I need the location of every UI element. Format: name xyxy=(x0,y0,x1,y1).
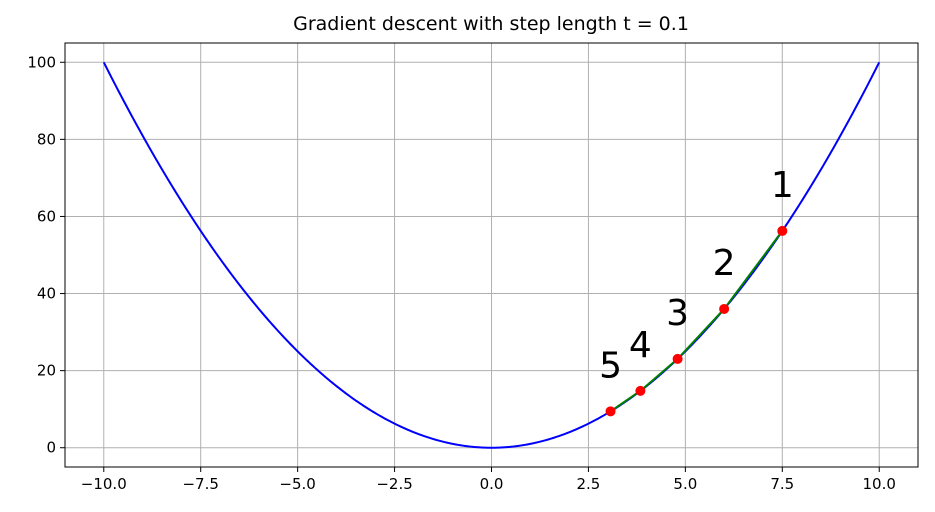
function-curve xyxy=(102,61,881,449)
descent-path-layer xyxy=(609,230,784,413)
x-tick-label: 7.5 xyxy=(770,475,794,493)
x-tick-label: 10.0 xyxy=(863,475,896,493)
descent-step-segment xyxy=(609,390,641,413)
iterate-point-3 xyxy=(672,353,683,364)
y-tick-label: 0 xyxy=(46,439,56,457)
iterate-label-5: 5 xyxy=(599,345,622,386)
iterate-point-4 xyxy=(635,385,646,396)
y-tick-label: 100 xyxy=(27,53,56,71)
iterate-label-1: 1 xyxy=(771,165,794,206)
plot-area-frame xyxy=(64,42,919,468)
iterate-points xyxy=(605,225,788,417)
iterate-label-2: 2 xyxy=(713,243,736,284)
curve-layer xyxy=(102,61,881,449)
y-tick-label: 80 xyxy=(37,130,56,148)
iterate-point-2 xyxy=(719,303,730,314)
iterate-point-5 xyxy=(605,406,616,417)
x-tick-label: 2.5 xyxy=(577,475,601,493)
chart-title: Gradient descent with step length t = 0.… xyxy=(293,13,689,35)
descent-step-segment xyxy=(723,230,784,310)
y-tick-label: 20 xyxy=(37,362,56,380)
axis-ticks: −10.0 −7.5 −5.0 −2.5 0.0 2.5 5.0 7.5 10.0 0 20 40 60… xyxy=(27,53,896,493)
y-tick-label: 60 xyxy=(37,207,56,225)
x-tick-label: 5.0 xyxy=(673,475,697,493)
iterate-label-3: 3 xyxy=(666,293,689,334)
iterate-label-4: 4 xyxy=(629,325,652,366)
x-tick-label: −5.0 xyxy=(279,475,315,493)
descent-step-segment xyxy=(639,358,679,392)
descent-step-segment xyxy=(676,308,725,360)
x-tick-label: 0.0 xyxy=(480,475,504,493)
x-tick-label: −7.5 xyxy=(182,475,218,493)
y-tick-label: 40 xyxy=(37,285,56,303)
iterate-point-1 xyxy=(777,225,788,236)
x-tick-label: −2.5 xyxy=(376,475,412,493)
x-tick-label: −10.0 xyxy=(81,475,127,493)
grid xyxy=(65,43,918,467)
